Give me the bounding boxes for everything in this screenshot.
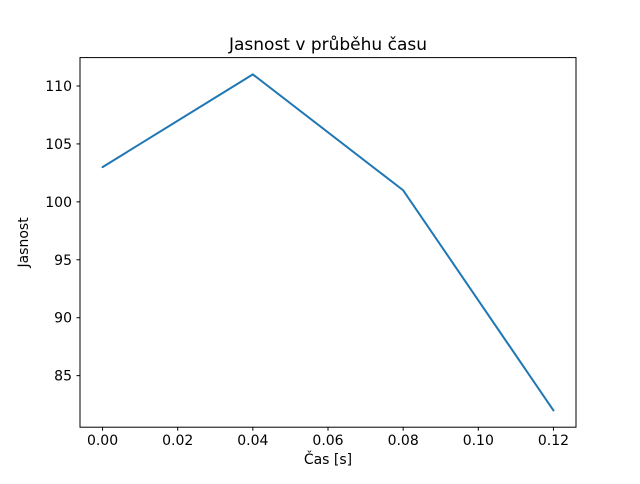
y-tick-label: 100	[45, 195, 72, 211]
chart-title: Jasnost v průběhu času	[228, 35, 427, 55]
axes-frame	[79, 57, 577, 428]
x-tick-label: 0.06	[312, 433, 343, 449]
x-tick-label: 0.02	[162, 433, 193, 449]
x-tick-label: 0.12	[538, 433, 569, 449]
y-axis-label: Jasnost	[16, 217, 32, 269]
data-line-series	[101, 73, 555, 412]
x-tick-label: 0.08	[388, 433, 419, 449]
y-tick-label: 95	[54, 253, 72, 269]
x-tick-label: 0.00	[87, 433, 118, 449]
y-tick-label: 105	[45, 137, 72, 153]
x-tick-label: 0.04	[237, 433, 268, 449]
y-tick-label: 110	[45, 79, 72, 95]
y-tick-label: 85	[54, 369, 72, 385]
x-axis-label: Čas [s]	[304, 450, 352, 468]
y-tick-label: 90	[54, 311, 72, 327]
x-tick-label: 0.10	[463, 433, 494, 449]
